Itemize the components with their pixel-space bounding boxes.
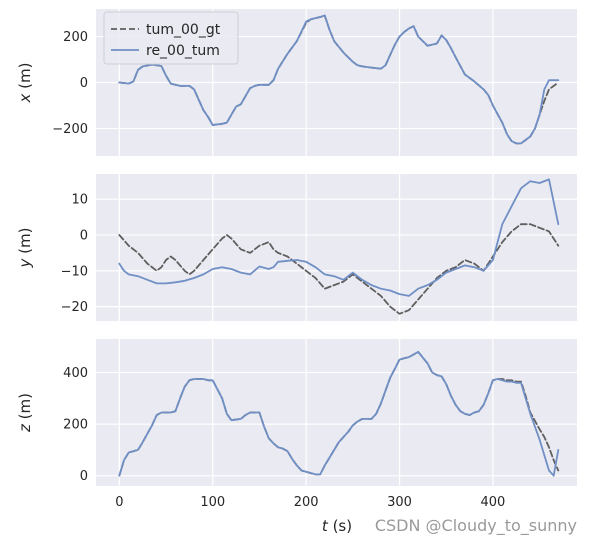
x-tick-label: 100 <box>200 495 225 510</box>
x-tick-label: 400 <box>481 495 506 510</box>
series-line-est-y <box>118 178 560 297</box>
watermark: CSDN @Cloudy_to_sunny <box>375 516 577 536</box>
y-tick-label: 10 <box>71 193 88 208</box>
y-tick-label: 0 <box>80 469 88 484</box>
y-axis-label-y: y (m) <box>16 228 34 269</box>
x-tick-label: 300 <box>387 495 412 510</box>
series-line-gt-y <box>118 223 560 315</box>
series-line-est-z <box>118 350 560 477</box>
plot-area-z <box>96 339 577 486</box>
legend: tum_00_gt re_00_tum <box>103 11 239 65</box>
x-tick-label: 0 <box>115 495 123 510</box>
y-tick-label: 400 <box>63 366 88 381</box>
legend-label-gt: tum_00_gt <box>146 22 221 38</box>
legend-box <box>103 11 239 65</box>
x-tick-label: 200 <box>294 495 319 510</box>
panel-y: −20 −10 0 10 y (m) <box>16 174 577 321</box>
y-tick-label: 200 <box>63 30 88 45</box>
plot-area-y <box>96 174 577 321</box>
y-axis-label-x: x (m) <box>16 63 34 104</box>
y-tick-label: 0 <box>80 228 88 243</box>
series-line-est-x <box>118 14 560 145</box>
y-tick-label: −10 <box>61 264 88 279</box>
x-axis-label: t (s) <box>322 517 352 535</box>
panel-z: 0 100 200 300 400 0 200 400 z (m) <box>16 339 577 510</box>
y-tick-label: −200 <box>52 122 88 137</box>
y-axis-label-z: z (m) <box>16 393 34 433</box>
y-tick-label: 200 <box>63 418 88 433</box>
y-tick-label: −20 <box>61 300 88 315</box>
panel-x: −200 0 200 x (m) <box>16 9 577 156</box>
legend-label-est: re_00_tum <box>146 43 220 59</box>
y-tick-label: 0 <box>80 76 88 91</box>
